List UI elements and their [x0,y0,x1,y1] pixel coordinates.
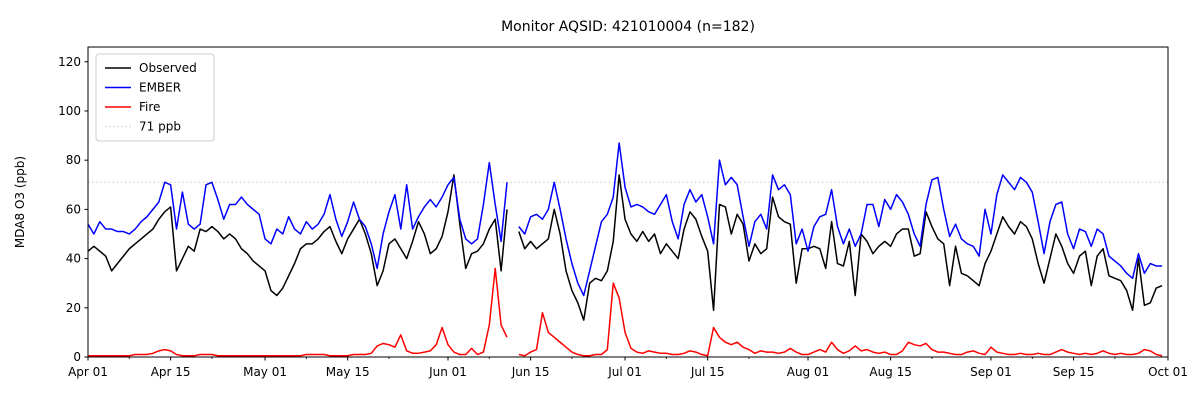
x-tick-label: Apr 15 [151,365,191,379]
x-tick-label: Aug 01 [787,365,830,379]
legend-label-71-ppb: 71 ppb [139,120,181,134]
legend-box [95,53,215,142]
x-tick-label: Jul 01 [607,365,642,379]
x-tick-label: Oct 01 [1148,365,1188,379]
y-tick-label: 0 [73,350,81,364]
x-tick-label: Sep 15 [1053,365,1095,379]
plot-area: Apr 01 Apr 15 May 01 May 15 Jun 01 Jun 15 Jul … [58,46,1188,379]
series-line-observed [87,174,1163,321]
x-tick-label: Jun 15 [511,365,550,379]
x-tick-label: Aug 15 [869,365,912,379]
y-axis-label: MDA8 O3 (ppb) [13,156,27,248]
x-tick-label: Sep 01 [970,365,1012,379]
y-tick-label: 60 [66,202,81,216]
y-tick-label: 20 [66,301,81,315]
x-tick-label: Jul 15 [690,365,725,379]
x-tick-label: May 15 [326,365,370,379]
series-line-fire [88,267,1163,357]
chart-title: Monitor AQSID: 421010004 (n=182) [501,19,755,35]
legend-label-ember: EMBER [139,81,181,95]
y-tick-label: 80 [66,153,81,167]
x-tick-label: May 01 [243,365,287,379]
plot-frame [87,46,1169,358]
series-line-ember [87,142,1163,297]
y-tick-label: 120 [58,55,81,69]
legend-label-fire: Fire [139,100,160,114]
x-tick-label: Jun 01 [428,365,467,379]
y-tick-label: 100 [58,104,81,118]
x-tick-label: Apr 01 [68,365,108,379]
y-tick-label: 40 [66,252,81,266]
legend-label-observed: Observed [139,61,197,75]
